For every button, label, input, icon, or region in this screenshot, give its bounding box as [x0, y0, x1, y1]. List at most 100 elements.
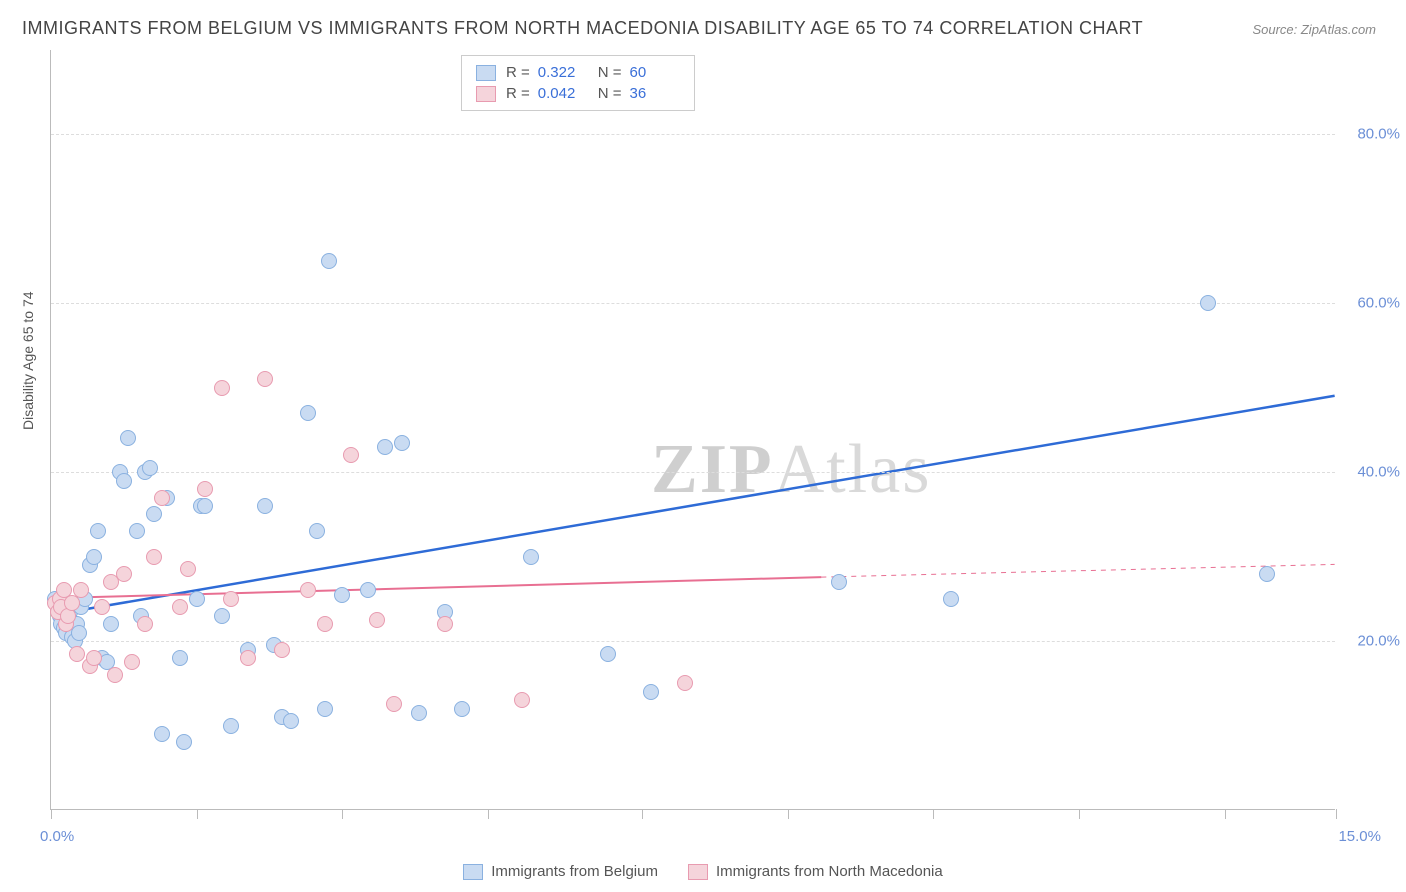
data-point — [176, 734, 192, 750]
data-point — [943, 591, 959, 607]
data-point — [214, 608, 230, 624]
stat-r-label: R = — [506, 85, 530, 102]
data-point — [317, 616, 333, 632]
data-point — [146, 506, 162, 522]
data-point — [523, 549, 539, 565]
y-tick-label: 80.0% — [1357, 126, 1400, 143]
data-point — [154, 726, 170, 742]
regression-line-extrapolated — [821, 564, 1334, 577]
data-point — [309, 523, 325, 539]
x-tick — [1225, 809, 1226, 819]
regression-line — [51, 577, 821, 598]
data-point — [240, 650, 256, 666]
data-point — [223, 591, 239, 607]
data-point — [172, 650, 188, 666]
stat-n-label: N = — [598, 85, 622, 102]
regression-lines-layer — [51, 50, 1335, 809]
gridline — [51, 303, 1335, 304]
series-legend: Immigrants from Belgium Immigrants from N… — [0, 863, 1406, 880]
gridline — [51, 134, 1335, 135]
x-tick — [642, 809, 643, 819]
data-point — [600, 646, 616, 662]
x-tick-label-start: 0.0% — [40, 828, 74, 845]
data-point — [120, 430, 136, 446]
x-tick — [488, 809, 489, 819]
data-point — [321, 253, 337, 269]
data-point — [94, 599, 110, 615]
data-point — [831, 574, 847, 590]
data-point — [1259, 566, 1275, 582]
data-point — [172, 599, 188, 615]
x-tick — [1079, 809, 1080, 819]
data-point — [643, 684, 659, 700]
data-point — [154, 490, 170, 506]
data-point — [90, 523, 106, 539]
stat-r-label: R = — [506, 64, 530, 81]
data-point — [369, 612, 385, 628]
data-point — [103, 616, 119, 632]
stat-n-label: N = — [598, 64, 622, 81]
data-point — [86, 549, 102, 565]
legend-swatch — [463, 864, 483, 880]
data-point — [124, 654, 140, 670]
data-point — [514, 692, 530, 708]
y-tick-label: 40.0% — [1357, 464, 1400, 481]
y-tick-label: 20.0% — [1357, 633, 1400, 650]
x-tick — [933, 809, 934, 819]
data-point — [137, 616, 153, 632]
data-point — [116, 566, 132, 582]
stat-n-value: 60 — [630, 64, 680, 81]
y-axis-label: Disability Age 65 to 74 — [20, 291, 36, 430]
data-point — [386, 696, 402, 712]
stat-n-value: 36 — [630, 85, 680, 102]
legend-swatch — [688, 864, 708, 880]
stats-row: R = 0.042 N = 36 — [476, 83, 680, 104]
data-point — [300, 405, 316, 421]
source-label: Source: ZipAtlas.com — [1252, 22, 1376, 37]
chart-plot-area: ZIPAtlas R =0.322N =60R =0.042N =36 20.0… — [50, 50, 1335, 810]
stat-r-value: 0.322 — [538, 64, 588, 81]
data-point — [437, 616, 453, 632]
data-point — [257, 498, 273, 514]
data-point — [677, 675, 693, 691]
data-point — [223, 718, 239, 734]
data-point — [69, 646, 85, 662]
y-tick-label: 60.0% — [1357, 295, 1400, 312]
legend-label: Immigrants from Belgium — [491, 863, 658, 880]
data-point — [454, 701, 470, 717]
data-point — [343, 447, 359, 463]
data-point — [214, 380, 230, 396]
legend-item: Immigrants from Belgium — [463, 863, 658, 880]
data-point — [146, 549, 162, 565]
data-point — [317, 701, 333, 717]
data-point — [257, 371, 273, 387]
regression-line — [51, 396, 1334, 615]
x-tick — [1336, 809, 1337, 819]
legend-label: Immigrants from North Macedonia — [716, 863, 943, 880]
data-point — [411, 705, 427, 721]
data-point — [107, 667, 123, 683]
data-point — [129, 523, 145, 539]
legend-swatch — [476, 65, 496, 81]
data-point — [197, 481, 213, 497]
stats-legend: R = 0.322 N = 60 R = 0.042 N = 36 — [461, 55, 695, 111]
gridline — [51, 472, 1335, 473]
data-point — [197, 498, 213, 514]
watermark: ZIPAtlas — [651, 430, 931, 510]
data-point — [334, 587, 350, 603]
data-point — [142, 460, 158, 476]
data-point — [189, 591, 205, 607]
data-point — [300, 582, 316, 598]
data-point — [1200, 295, 1216, 311]
data-point — [377, 439, 393, 455]
data-point — [283, 713, 299, 729]
stat-r-value: 0.042 — [538, 85, 588, 102]
data-point — [394, 435, 410, 451]
x-tick — [197, 809, 198, 819]
data-point — [73, 582, 89, 598]
x-tick — [788, 809, 789, 819]
data-point — [86, 650, 102, 666]
legend-item: Immigrants from North Macedonia — [688, 863, 943, 880]
legend-swatch — [476, 86, 496, 102]
chart-title: IMMIGRANTS FROM BELGIUM VS IMMIGRANTS FR… — [22, 18, 1143, 39]
